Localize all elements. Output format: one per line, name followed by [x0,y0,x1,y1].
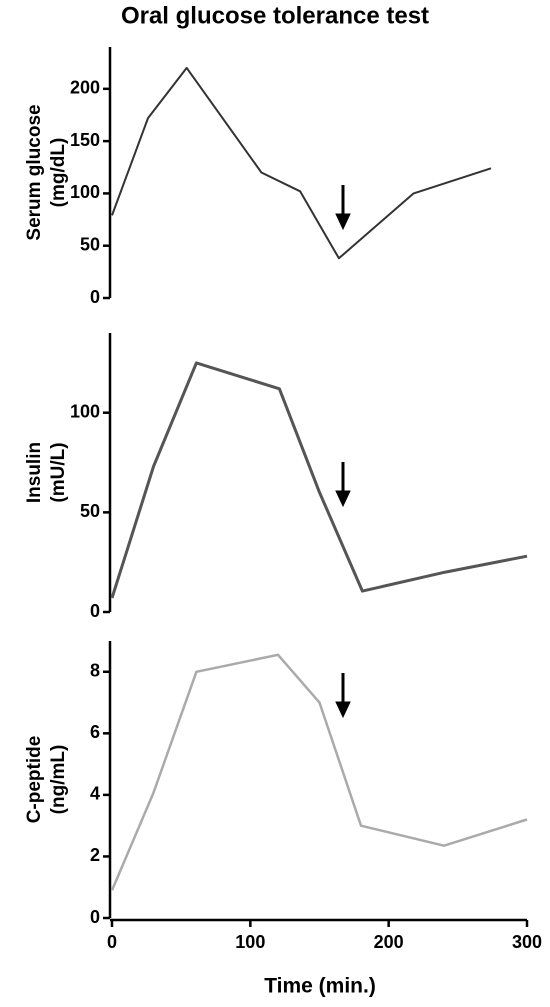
y-tick-label: 0 [90,287,100,307]
x-tick-label: 300 [512,932,542,952]
data-line [111,66,492,260]
y-tick-label: 100 [70,401,100,421]
y-axis-label: Insulin [24,442,45,503]
y-tick-label: 2 [90,845,100,865]
x-axis-label: Time (min.) [264,975,376,998]
arrow-head [335,213,351,231]
y-axis-label: Serum glucose [24,104,45,240]
y-axis-label: (mg/dL) [48,138,69,208]
y-tick-label: 8 [90,661,100,681]
arrow-head [335,701,351,719]
chart-title: Oral glucose tolerance test [121,2,429,29]
y-axis-label: C-peptide [24,736,45,824]
y-tick-label: 50 [80,234,100,254]
data-line [110,653,528,891]
y-tick-label: 0 [90,601,100,621]
arrow-head [335,490,351,508]
y-tick-label: 150 [70,130,100,150]
y-axis-label: (mU/L) [48,442,69,502]
y-tick-label: 100 [70,182,100,202]
y-tick-label: 200 [70,78,100,98]
y-tick-label: 4 [90,784,100,804]
y-tick-label: 6 [90,722,100,742]
x-tick-label: 100 [235,932,265,952]
data-line [110,361,528,599]
y-axis-label: (ng/mL) [48,745,69,815]
arrows [335,185,351,719]
x-tick-label: 0 [107,932,117,952]
y-tick-label: 0 [90,907,100,927]
x-tick-label: 200 [374,932,404,952]
y-tick-label: 50 [80,501,100,521]
